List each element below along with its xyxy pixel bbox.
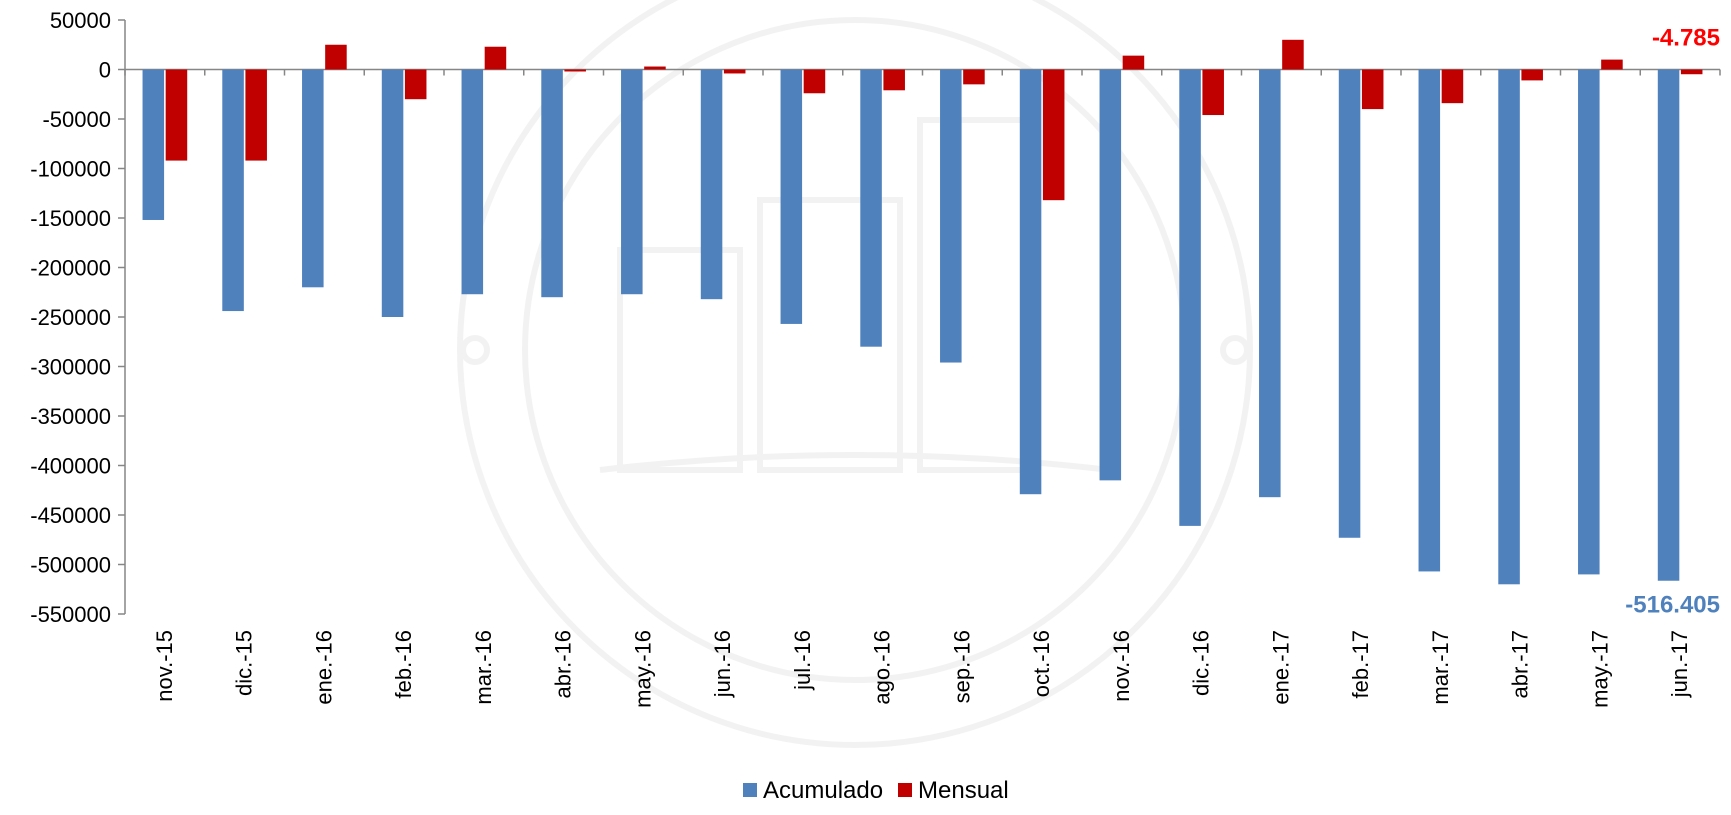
- y-tick-label: -150000: [30, 206, 111, 231]
- category-label: sep.-16: [949, 630, 974, 703]
- bar-mensual-dic.-15: [245, 69, 267, 161]
- category-label: mar.-16: [471, 630, 496, 705]
- x-axis: [124, 68, 1721, 76]
- y-tick-label: 0: [99, 58, 111, 83]
- bar-mensual-jun.-17: [1680, 69, 1703, 75]
- legend-label-acumulado: Acumulado: [763, 777, 883, 804]
- y-tick-label: -50000: [42, 107, 111, 132]
- bar-acumulado-jun.-16: [700, 69, 723, 300]
- category-label: nov.-16: [1109, 630, 1134, 702]
- y-tick-label: -500000: [30, 553, 111, 578]
- y-tick-label: -100000: [30, 157, 111, 182]
- y-tick-label: -400000: [30, 454, 111, 479]
- y-tick-label: -300000: [30, 355, 111, 380]
- category-label: feb.-17: [1348, 630, 1373, 699]
- bar-mensual-ene.-16: [325, 44, 347, 70]
- annotation-acumulado: -516.405: [1625, 592, 1720, 619]
- bar-mensual-feb.-16: [404, 69, 427, 100]
- category-label: may.-16: [630, 630, 655, 708]
- legend-swatch-acumulado: [743, 783, 757, 797]
- bars: [142, 39, 1703, 585]
- bar-acumulado-mar.-16: [461, 69, 484, 295]
- bar-mensual-nov.-16: [1122, 55, 1145, 70]
- bar-acumulado-ago.-16: [860, 69, 882, 347]
- category-label: abr.-17: [1508, 630, 1533, 699]
- legend-swatch-mensual: [898, 783, 912, 797]
- bar-mensual-jul.-16: [803, 69, 826, 94]
- bar-mensual-may.-16: [644, 66, 666, 70]
- bar-mensual-ago.-16: [883, 69, 905, 91]
- bar-acumulado-dic.-16: [1179, 69, 1201, 526]
- category-label: ago.-16: [870, 630, 895, 705]
- bar-mensual-jun.-16: [723, 69, 746, 74]
- bar-acumulado-nov.-16: [1099, 69, 1122, 481]
- bar-acumulado-jun.-17: [1657, 69, 1680, 581]
- category-label: mar.-17: [1428, 630, 1453, 705]
- legend-label-mensual: Mensual: [918, 777, 1009, 804]
- y-tick-label: -350000: [30, 404, 111, 429]
- category-label: dic.-15: [232, 630, 257, 696]
- annotation-mensual: -4.785: [1652, 25, 1720, 52]
- bar-acumulado-sep.-16: [940, 69, 962, 363]
- bar-mensual-abr.-17: [1521, 69, 1543, 81]
- bar-acumulado-may.-17: [1578, 69, 1600, 575]
- y-axis: 50000 0 -50000 -100000 -150000 -200000 -250000…: [30, 8, 126, 627]
- bar-acumulado-mar.-17: [1418, 69, 1441, 572]
- bar-mensual-mar.-17: [1441, 69, 1464, 104]
- bar-mensual-mar.-16: [484, 46, 507, 70]
- bar-acumulado-nov.-15: [142, 69, 165, 220]
- bar-mensual-may.-17: [1601, 59, 1623, 70]
- y-tick-label: 50000: [50, 8, 111, 33]
- category-label: may.-17: [1587, 630, 1612, 708]
- bar-acumulado-may.-16: [621, 69, 643, 295]
- bar-acumulado-feb.-16: [381, 69, 404, 317]
- category-label: feb.-16: [391, 630, 416, 699]
- category-label: nov.-15: [152, 630, 177, 702]
- bar-acumulado-abr.-16: [541, 69, 563, 298]
- bar-mensual-abr.-16: [564, 69, 586, 72]
- bar-acumulado-jul.-16: [780, 69, 803, 324]
- category-label: abr.-16: [551, 630, 576, 699]
- bar-mensual-sep.-16: [963, 69, 985, 85]
- y-tick-label: -250000: [30, 305, 111, 330]
- bar-mensual-ene.-17: [1282, 39, 1304, 70]
- bar-mensual-dic.-16: [1202, 69, 1224, 116]
- bar-acumulado-ene.-17: [1259, 69, 1281, 498]
- bar-acumulado-feb.-17: [1338, 69, 1361, 538]
- bar-acumulado-oct.-16: [1019, 69, 1042, 495]
- category-label: ene.-16: [311, 630, 336, 705]
- annotations: -4.785 -516.405: [1625, 25, 1720, 619]
- y-tick-label: -200000: [30, 256, 111, 281]
- legend: Acumulado Mensual: [743, 777, 1009, 804]
- category-label: oct.-16: [1029, 630, 1054, 697]
- category-label: ene.-17: [1268, 630, 1293, 705]
- bar-mensual-oct.-16: [1042, 69, 1065, 201]
- category-labels: nov.-15 dic.-15 ene.-16 feb.-16 mar.-16 abr.-…: [152, 630, 1692, 708]
- category-label: jun.-16: [710, 630, 735, 698]
- category-label: jul.-16: [790, 630, 815, 691]
- bar-acumulado-dic.-15: [222, 69, 244, 312]
- category-label: jun.-17: [1667, 630, 1692, 698]
- y-tick-label: -550000: [30, 602, 111, 627]
- bar-acumulado-ene.-16: [302, 69, 324, 288]
- y-tick-label: -450000: [30, 503, 111, 528]
- category-label: dic.-16: [1189, 630, 1214, 696]
- bar-acumulado-abr.-17: [1498, 69, 1520, 585]
- bar-mensual-nov.-15: [165, 69, 188, 161]
- bar-mensual-feb.-17: [1361, 69, 1384, 110]
